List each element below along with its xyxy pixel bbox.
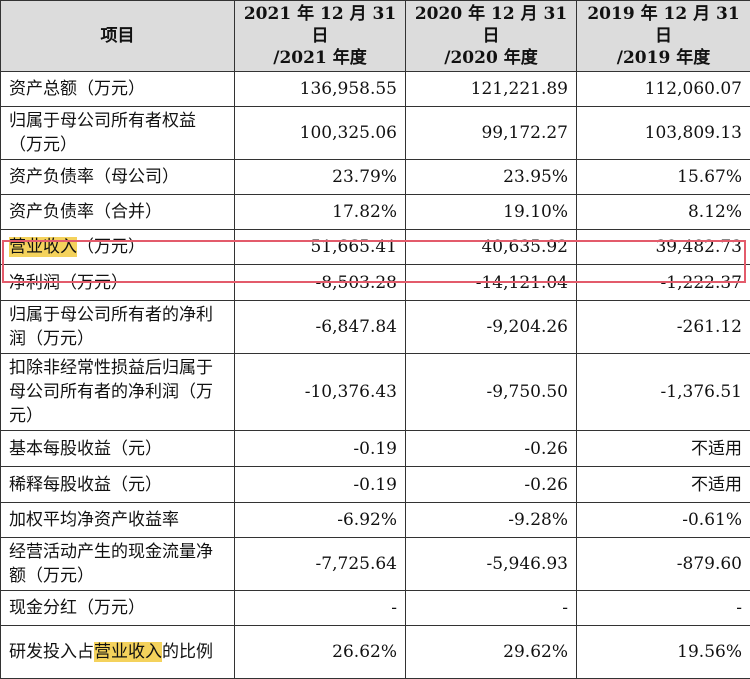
row-label: 加权平均净资产收益率	[1, 503, 235, 538]
cell-2021: 26.62%	[235, 626, 406, 679]
cell-2019: -1,222.37	[577, 265, 750, 301]
cell-2021: 100,325.06	[235, 107, 406, 160]
row-label: 基本每股收益（元）	[1, 431, 235, 467]
highlight-revenue: 营业收入	[9, 237, 77, 257]
cell-2020: -0.26	[406, 467, 577, 503]
row-label: 归属于母公司所有者权益（万元）	[1, 107, 235, 160]
cell-2019: -0.61%	[577, 503, 750, 538]
table-row: 归属于母公司所有者的净利润（万元） -6,847.84 -9,204.26 -2…	[1, 301, 750, 354]
cell-2021: 51,665.41	[235, 230, 406, 265]
table-row: 现金分红（万元） - - -	[1, 591, 750, 626]
cell-2019: -261.12	[577, 301, 750, 354]
table-row: 归属于母公司所有者权益（万元） 100,325.06 99,172.27 103…	[1, 107, 750, 160]
table-row: 扣除非经常性损益后归属于母公司所有者的净利润（万元） -10,376.43 -9…	[1, 354, 750, 431]
cell-2021: 136,958.55	[235, 72, 406, 107]
cell-2020: -	[406, 591, 577, 626]
cell-2019: 不适用	[577, 431, 750, 467]
cell-2020: 121,221.89	[406, 72, 577, 107]
cell-2020: -9,750.50	[406, 354, 577, 431]
table-row-net-profit: 净利润（万元） -8,503.28 -14,121.04 -1,222.37	[1, 265, 750, 301]
table-row: 资产负债率（母公司） 23.79% 23.95% 15.67%	[1, 160, 750, 195]
row-label: 稀释每股收益（元）	[1, 467, 235, 503]
cell-2020: 29.62%	[406, 626, 577, 679]
row-label: 现金分红（万元）	[1, 591, 235, 626]
cell-2020: 19.10%	[406, 195, 577, 230]
cell-2019: -	[577, 591, 750, 626]
row-label: 研发投入占营业收入的比例	[1, 626, 235, 679]
row-label: 资产总额（万元）	[1, 72, 235, 107]
table-row: 资产总额（万元） 136,958.55 121,221.89 112,060.0…	[1, 72, 750, 107]
row-label: 营业收入（万元）	[1, 230, 235, 265]
table-row: 研发投入占营业收入的比例 26.62% 29.62% 19.56%	[1, 626, 750, 679]
header-row: 项目 2021 年 12 月 31 日/2021 年度 2020 年 12 月 …	[1, 1, 750, 72]
cell-2020: -9,204.26	[406, 301, 577, 354]
table-row: 稀释每股收益（元） -0.19 -0.26 不适用	[1, 467, 750, 503]
cell-2021: 23.79%	[235, 160, 406, 195]
cell-2021: -0.19	[235, 431, 406, 467]
cell-2021: -	[235, 591, 406, 626]
cell-2019: -1,376.51	[577, 354, 750, 431]
cell-2021: -10,376.43	[235, 354, 406, 431]
cell-2021: 17.82%	[235, 195, 406, 230]
cell-2019: -879.60	[577, 538, 750, 591]
header-2021: 2021 年 12 月 31 日/2021 年度	[235, 1, 406, 72]
header-item: 项目	[1, 1, 235, 72]
row-label: 经营活动产生的现金流量净额（万元）	[1, 538, 235, 591]
cell-2021: -7,725.64	[235, 538, 406, 591]
cell-2021: -6.92%	[235, 503, 406, 538]
row-label: 扣除非经常性损益后归属于母公司所有者的净利润（万元）	[1, 354, 235, 431]
cell-2019: 19.56%	[577, 626, 750, 679]
cell-2020: 99,172.27	[406, 107, 577, 160]
cell-2020: -14,121.04	[406, 265, 577, 301]
cell-2019: 不适用	[577, 467, 750, 503]
cell-2020: -0.26	[406, 431, 577, 467]
row-label: 资产负债率（合并）	[1, 195, 235, 230]
cell-2020: 40,635.92	[406, 230, 577, 265]
cell-2021: -6,847.84	[235, 301, 406, 354]
cell-2019: 15.67%	[577, 160, 750, 195]
cell-2019: 39,482.73	[577, 230, 750, 265]
cell-2021: -8,503.28	[235, 265, 406, 301]
cell-2019: 112,060.07	[577, 72, 750, 107]
cell-2019: 103,809.13	[577, 107, 750, 160]
cell-2020: -9.28%	[406, 503, 577, 538]
table-row: 基本每股收益（元） -0.19 -0.26 不适用	[1, 431, 750, 467]
row-label: 资产负债率（母公司）	[1, 160, 235, 195]
row-label: 归属于母公司所有者的净利润（万元）	[1, 301, 235, 354]
header-2019: 2019 年 12 月 31 日/2019 年度	[577, 1, 750, 72]
cell-2021: -0.19	[235, 467, 406, 503]
row-label: 净利润（万元）	[1, 265, 235, 301]
table-row: 营业收入（万元） 51,665.41 40,635.92 39,482.73	[1, 230, 750, 265]
table-row: 加权平均净资产收益率 -6.92% -9.28% -0.61%	[1, 503, 750, 538]
cell-2019: 8.12%	[577, 195, 750, 230]
cell-2020: -5,946.93	[406, 538, 577, 591]
header-2020: 2020 年 12 月 31 日/2020 年度	[406, 1, 577, 72]
cell-2020: 23.95%	[406, 160, 577, 195]
highlight-revenue: 营业收入	[94, 642, 162, 662]
table-row: 资产负债率（合并） 17.82% 19.10% 8.12%	[1, 195, 750, 230]
table-row: 经营活动产生的现金流量净额（万元） -7,725.64 -5,946.93 -8…	[1, 538, 750, 591]
